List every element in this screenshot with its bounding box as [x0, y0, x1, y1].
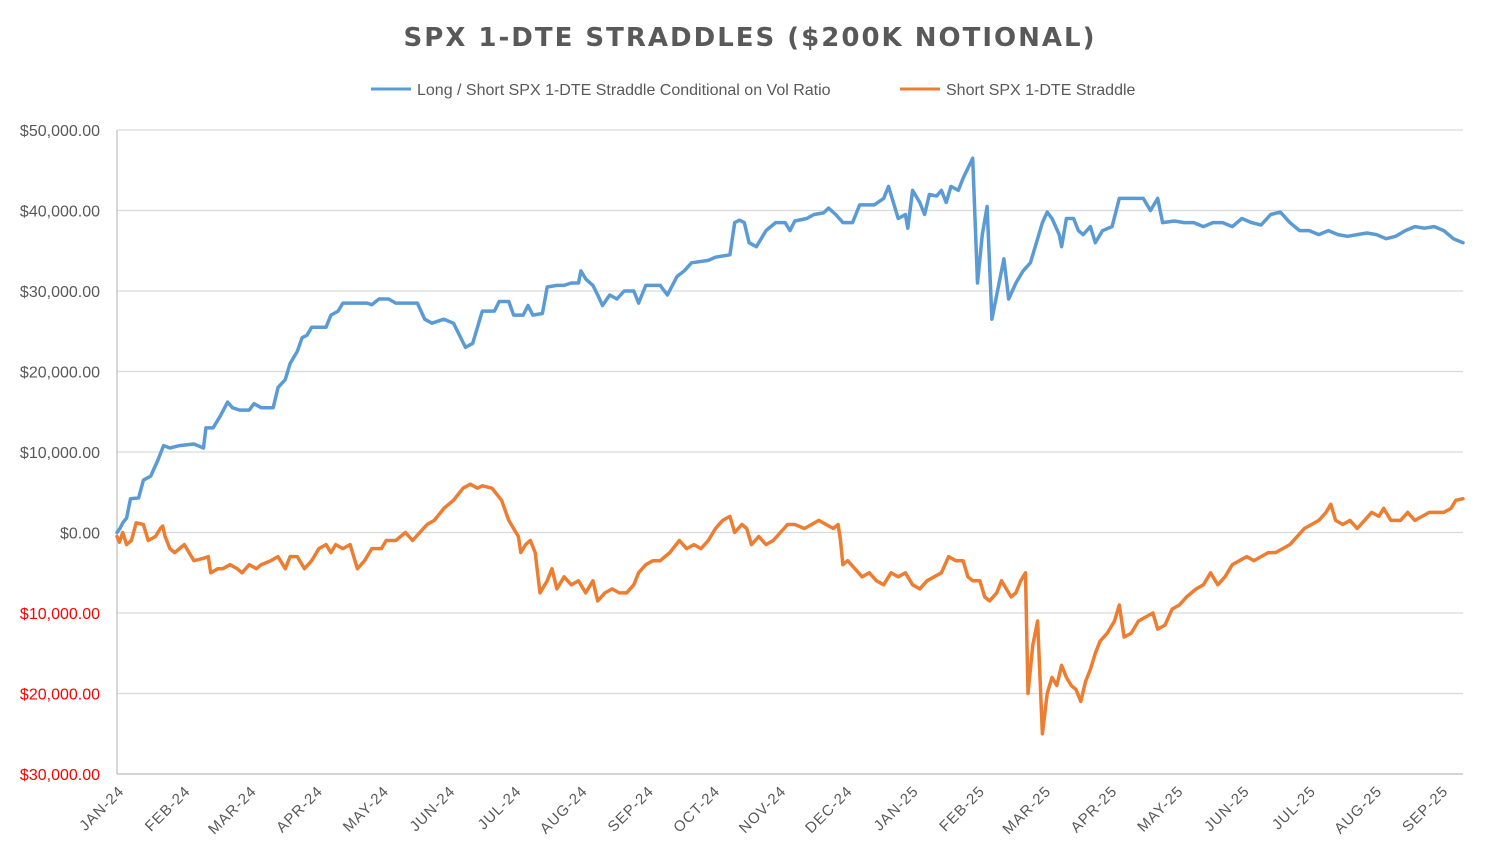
y-tick-label: $0.00: [60, 526, 100, 543]
legend-item-long-short: Long / Short SPX 1-DTE Straddle Conditio…: [371, 82, 831, 99]
x-tick-label: AUG-24: [537, 783, 592, 838]
y-tick-label: $50,000.00: [20, 123, 100, 140]
x-tick-label: MAR-25: [999, 783, 1054, 838]
x-tick-label: AUG-25: [1331, 783, 1386, 838]
series-lines: [115, 156, 1465, 736]
legend-label-long-short: Long / Short SPX 1-DTE Straddle Conditio…: [417, 82, 831, 99]
legend: Long / Short SPX 1-DTE Straddle Conditio…: [371, 82, 1136, 99]
x-tick-label: JUL-25: [1269, 783, 1319, 833]
x-tick-label: MAY-25: [1134, 783, 1187, 836]
x-tick-label: JUN-25: [1201, 783, 1253, 835]
gridlines: [116, 129, 1463, 775]
chart-title: SPX 1-DTE STRADDLES ($200K NOTIONAL): [404, 23, 1097, 53]
y-tick-label: $20,000.00: [20, 365, 100, 382]
x-tick-label: FEB-24: [142, 783, 194, 835]
x-tick-label: JUL-24: [475, 783, 525, 833]
x-tick-label: SEP-24: [605, 783, 658, 836]
x-tick-label: FEB-25: [936, 783, 988, 835]
y-tick-label: $10,000.00: [20, 606, 100, 623]
legend-label-short: Short SPX 1-DTE Straddle: [946, 82, 1136, 99]
x-tick-label: JAN-25: [871, 783, 923, 835]
x-tick-label: SEP-25: [1399, 783, 1452, 836]
series-line-short: [115, 482, 1465, 736]
y-axis: $50,000.00 $40,000.00 $30,000.00 $20,000.00…: [20, 123, 100, 784]
x-tick-label: OCT-24: [670, 783, 723, 836]
y-tick-label: $30,000.00: [20, 284, 100, 301]
x-axis: JAN-24 FEB-24 MAR-24 APR-24 MAY-24 JUN-24 JUL-…: [76, 783, 1452, 838]
x-tick-label: JUN-24: [407, 783, 459, 835]
x-tick-label: JAN-24: [76, 783, 128, 835]
x-tick-label: APR-24: [273, 783, 326, 836]
series-line-long-short: [115, 156, 1465, 535]
y-tick-label: $20,000.00: [20, 687, 100, 704]
y-tick-label: $30,000.00: [20, 767, 100, 784]
y-tick-label: $40,000.00: [20, 204, 100, 221]
x-tick-label: MAY-24: [340, 783, 393, 836]
x-tick-label: NOV-24: [736, 783, 790, 837]
x-tick-label: APR-25: [1067, 783, 1120, 836]
legend-item-short: Short SPX 1-DTE Straddle: [900, 82, 1136, 99]
x-tick-label: DEC-24: [802, 783, 856, 837]
y-tick-label: $10,000.00: [20, 445, 100, 462]
x-tick-label: MAR-24: [205, 783, 260, 838]
